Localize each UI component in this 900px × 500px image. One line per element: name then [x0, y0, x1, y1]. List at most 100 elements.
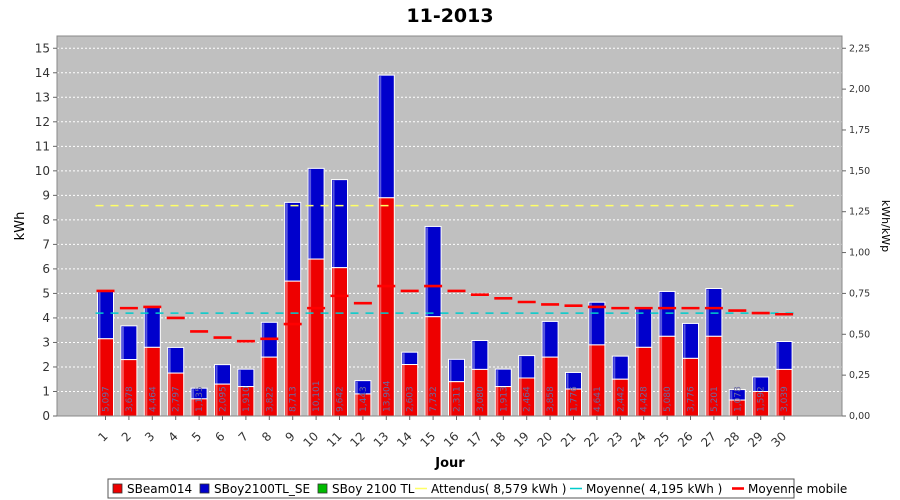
- bar-value-label: 3,776: [687, 386, 697, 412]
- legend-swatch: [317, 483, 328, 494]
- x-tick-label: 12: [347, 429, 368, 450]
- x-tick-label: 9: [283, 429, 298, 444]
- x-tick-label: 21: [558, 429, 579, 450]
- y-tick-label: 15: [35, 41, 50, 55]
- bar-value-label: 3,858: [546, 386, 556, 412]
- legend-item-label: SBoy 2100 TL: [332, 482, 415, 496]
- y-tick-label: 7: [42, 237, 50, 251]
- x-tick-label: 4: [166, 429, 181, 444]
- bar-value-label: 2,311: [453, 386, 463, 412]
- bar-value-label: 5,201: [710, 386, 720, 412]
- x-tick-label: 2: [119, 429, 134, 444]
- x-tick-label: 5: [189, 429, 204, 444]
- bar-value-label: 2,797: [172, 386, 182, 412]
- y-tick-label: 12: [35, 115, 50, 129]
- y-tick-label: 3: [42, 335, 50, 349]
- x-tick-label: 23: [605, 429, 626, 450]
- plot-border: [56, 35, 843, 417]
- bar-value-label: 2,095: [219, 386, 229, 412]
- legend-item-label: SBeam014: [127, 482, 192, 496]
- x-tick-label: 16: [441, 429, 462, 450]
- y2-tick-label: 0,25: [849, 370, 870, 381]
- x-tick-label: 3: [142, 429, 157, 444]
- y-tick-label: 8: [42, 213, 50, 227]
- bar-value-label: 1,078: [733, 386, 743, 412]
- bar-value-label: 3,080: [476, 386, 486, 412]
- x-tick-label: 6: [212, 429, 227, 444]
- x-tick-label: 20: [535, 429, 556, 450]
- bar-value-label: 3,678: [125, 386, 135, 412]
- bar-value-label: 4,464: [148, 386, 158, 412]
- x-tick-label: 18: [488, 429, 509, 450]
- x-tick-label: 14: [394, 429, 415, 450]
- bar-value-label: 3,822: [265, 386, 275, 412]
- reference-lines: [95, 204, 795, 343]
- legend-item-label: SBoy2100TL_SE: [214, 482, 310, 496]
- y2-tick-label: 1,00: [849, 248, 870, 259]
- x-tick-label: 11: [324, 429, 345, 450]
- x-tick-label: 19: [511, 429, 532, 450]
- bar-value-label: 1,443: [359, 386, 369, 412]
- y-axis-right: 0,00 0,25 0,50 0,75 1,00 1,25 1,50 1,75 2,00 2,25: [842, 43, 870, 422]
- chart-title: 11-2013: [406, 5, 493, 27]
- bar-value-label: 1,592: [757, 386, 767, 412]
- y-tick-label: 14: [35, 66, 50, 80]
- bars: [97, 74, 793, 417]
- bar-value-label: 1,913: [499, 386, 509, 412]
- y2-axis-label: kWh/kWp: [879, 200, 892, 252]
- x-tick-label: 8: [259, 429, 274, 444]
- x-tick-label: 25: [652, 429, 673, 450]
- y-tick-label: 4: [42, 311, 50, 325]
- x-tick-label: 15: [418, 429, 439, 450]
- bar-value-label: 5,097: [102, 386, 112, 412]
- x-tick-label: 13: [371, 429, 392, 450]
- legend-item-label: Moyenne mobile: [748, 482, 847, 496]
- y-tick-label: 2: [42, 360, 50, 374]
- bar-value-label: 10,101: [312, 381, 322, 413]
- x-tick-label: 28: [722, 429, 743, 450]
- x-tick-label: 30: [769, 429, 790, 450]
- bar-value-label: 9,642: [336, 386, 346, 412]
- bar-value-label: 1,135: [195, 386, 205, 412]
- y-axis-label: kWh: [13, 212, 28, 241]
- y2-tick-label: 0,75: [849, 288, 870, 299]
- legend-swatch: [112, 483, 123, 494]
- legend-swatch: [199, 483, 210, 494]
- y-tick-label: 1: [42, 384, 50, 398]
- y-tick-label: 5: [42, 286, 50, 300]
- x-tick-label: 22: [581, 429, 602, 450]
- y2-tick-label: 0,50: [849, 329, 870, 340]
- x-tick-label: 7: [236, 429, 251, 444]
- bar-value-label: 4,641: [593, 386, 603, 412]
- y2-tick-label: 1,50: [849, 166, 870, 177]
- y-tick-label: 11: [35, 139, 50, 153]
- bar-value-label: 1,910: [242, 386, 252, 412]
- bar-value-label: 4,428: [640, 386, 650, 412]
- bar-value-label: 7,732: [429, 386, 439, 412]
- bar-value-label: 5,080: [663, 386, 673, 412]
- y-tick-label: 10: [35, 164, 50, 178]
- y2-tick-label: 1,75: [849, 125, 870, 136]
- bar-value-label: 3,039: [780, 386, 790, 412]
- legend-box: [107, 478, 795, 499]
- bar-value-label: 2,464: [523, 386, 533, 412]
- y2-tick-label: 2,25: [849, 43, 870, 54]
- x-tick-label: 17: [464, 429, 485, 450]
- legend-item-label: Attendus( 8,579 kWh ): [431, 482, 566, 496]
- bar-value-label: 1,776: [570, 386, 580, 412]
- x-tick-label: 1: [95, 429, 110, 444]
- x-tick-label: 27: [698, 429, 719, 450]
- bar-value-label: 8,713: [289, 386, 299, 412]
- bar-value-label: 2,442: [616, 386, 626, 412]
- bar-labels: 5,097 3,678 4,464 2,797 1,135 2,095 1,910 3,822…: [102, 380, 791, 412]
- x-axis: 1 2 3 4 5 6 7 8 9 10 11 12 13 14 15 16 17 18 19 20 21 22 23 24 2…: [95, 416, 789, 450]
- y-tick-label: 0: [42, 409, 50, 423]
- bar-value-label: 13,904: [382, 380, 392, 412]
- legend-item-label: Moyenne( 4,195 kWh ): [586, 482, 722, 496]
- y-tick-label: 6: [42, 262, 50, 276]
- y2-tick-label: 0,00: [849, 411, 870, 422]
- x-tick-label: 26: [675, 429, 696, 450]
- bar-value-label: 2,603: [406, 386, 416, 412]
